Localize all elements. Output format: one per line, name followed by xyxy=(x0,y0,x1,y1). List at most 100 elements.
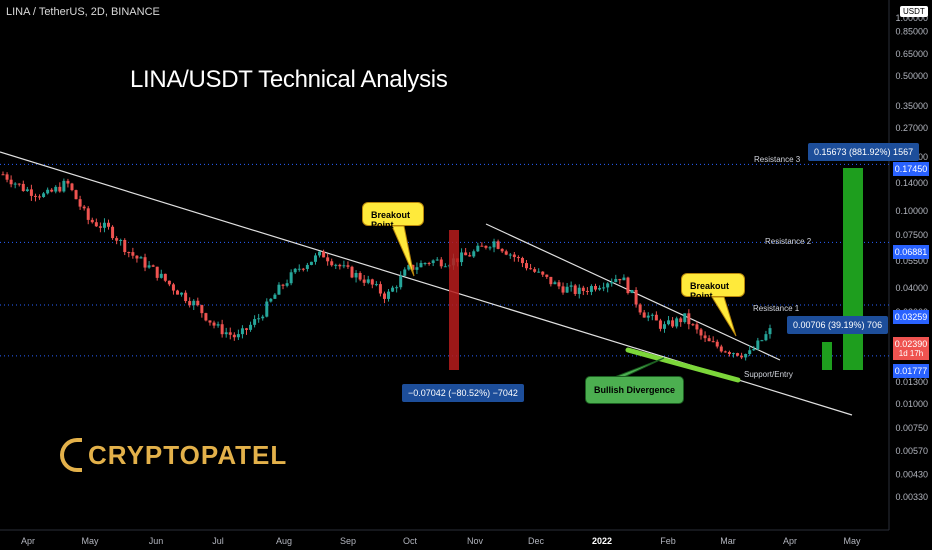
candle-body xyxy=(395,287,399,289)
x-tick-label-4: Aug xyxy=(276,536,292,546)
candle-body xyxy=(541,271,545,275)
gain-bar-small xyxy=(822,342,832,370)
candle-body xyxy=(658,320,662,329)
y-tick-label-1: 0.85000 xyxy=(895,27,928,37)
candle-body xyxy=(220,324,224,335)
candle-body xyxy=(236,334,240,338)
candle-body xyxy=(484,245,488,248)
candle-body xyxy=(70,183,74,191)
price-tag-current: 0.02390 1d 17h xyxy=(893,337,929,360)
candle-body xyxy=(731,353,735,355)
candle-body xyxy=(131,252,135,256)
candle-body xyxy=(387,291,391,299)
candle-body xyxy=(54,186,58,192)
candle-body xyxy=(748,350,752,354)
candle-body xyxy=(707,338,711,342)
candle-body xyxy=(598,287,602,290)
breakout-callout-2: Breakout Point xyxy=(681,273,745,301)
price-tag-r3: 0.17450 xyxy=(893,162,929,176)
candle-body xyxy=(464,252,468,256)
candle-body xyxy=(297,268,301,270)
candle-body xyxy=(606,283,610,288)
candle-body xyxy=(512,254,516,258)
candle-body xyxy=(50,189,54,192)
candle-body xyxy=(504,251,508,255)
candle-body xyxy=(139,257,143,259)
candle-body xyxy=(618,278,622,281)
drop-measure-box: −0.07042 (−80.52%) −7042 xyxy=(402,384,524,402)
candle-body xyxy=(285,283,289,286)
candle-body xyxy=(273,294,277,299)
candle-body xyxy=(403,269,407,276)
candle-body xyxy=(569,285,573,287)
candle-body xyxy=(107,222,111,227)
candle-body xyxy=(768,328,772,335)
candle-body xyxy=(407,264,411,270)
candle-body xyxy=(180,292,184,295)
logo-text: CRYPTOPATEL xyxy=(88,439,288,470)
gain-bar-large xyxy=(843,168,863,370)
candle-body xyxy=(13,183,17,185)
bar-countdown: 1d 17h xyxy=(898,349,924,358)
y-tick-label-13: 0.01300 xyxy=(895,377,928,387)
candle-body xyxy=(334,264,338,266)
candle-body xyxy=(127,252,131,254)
candle-body xyxy=(326,257,330,262)
breakout-pointer-1 xyxy=(391,225,415,277)
y-tick-label-18: 0.00330 xyxy=(895,492,928,502)
candle-body xyxy=(520,257,524,264)
candle-body xyxy=(391,287,395,292)
resistance-1-label: Resistance 1 xyxy=(753,304,800,313)
candle-body xyxy=(232,334,236,338)
candle-body xyxy=(460,252,464,263)
candle-body xyxy=(309,261,313,265)
candle-body xyxy=(74,190,78,200)
candle-body xyxy=(42,193,46,197)
bullish-divergence-note: Bullish Divergence xyxy=(585,376,685,404)
candle-body xyxy=(354,273,358,278)
x-tick-label-10: Feb xyxy=(660,536,676,546)
candle-body xyxy=(261,316,265,319)
candle-body xyxy=(176,290,180,295)
candle-body xyxy=(638,304,642,313)
candle-body xyxy=(240,328,244,335)
candle-body xyxy=(529,268,533,270)
candle-body xyxy=(38,196,42,198)
candle-body xyxy=(5,174,9,180)
candle-body xyxy=(496,241,500,249)
candle-body xyxy=(476,245,480,252)
candle-body xyxy=(249,324,253,330)
candle-body xyxy=(488,247,492,249)
candle-body xyxy=(626,277,630,294)
bullish-divergence-label: Bullish Divergence xyxy=(594,385,676,395)
x-tick-label-5: Sep xyxy=(340,536,356,546)
bullish-divergence-line xyxy=(625,347,741,383)
x-tick-label-3: Jul xyxy=(212,536,224,546)
breakout-callout-1: Breakout Point xyxy=(362,202,424,230)
candle-body xyxy=(736,353,740,356)
x-tick-label-6: Oct xyxy=(403,536,418,546)
x-tick-label-13: May xyxy=(843,536,861,546)
candle-body xyxy=(715,341,719,347)
candle-body xyxy=(25,189,29,192)
candle-body xyxy=(662,324,666,329)
currency-badge[interactable]: USDT xyxy=(900,6,928,17)
candle-body xyxy=(17,183,21,185)
candle-body xyxy=(573,285,577,294)
x-tick-label-9: 2022 xyxy=(592,536,612,546)
candle-body xyxy=(654,314,658,321)
chart-title: LINA/USDT Technical Analysis xyxy=(130,66,448,93)
candle-body xyxy=(289,272,293,284)
candle-body xyxy=(208,320,212,323)
candle-body xyxy=(581,287,585,291)
candle-body xyxy=(244,328,248,330)
x-tick-label-2: Jun xyxy=(149,536,164,546)
support-entry-label: Support/Entry xyxy=(744,370,793,379)
candle-body xyxy=(111,226,115,239)
candle-body xyxy=(752,349,756,351)
candle-body xyxy=(228,332,232,335)
candle-body xyxy=(545,274,549,277)
candle-body xyxy=(537,271,541,273)
candle-body xyxy=(147,265,151,268)
